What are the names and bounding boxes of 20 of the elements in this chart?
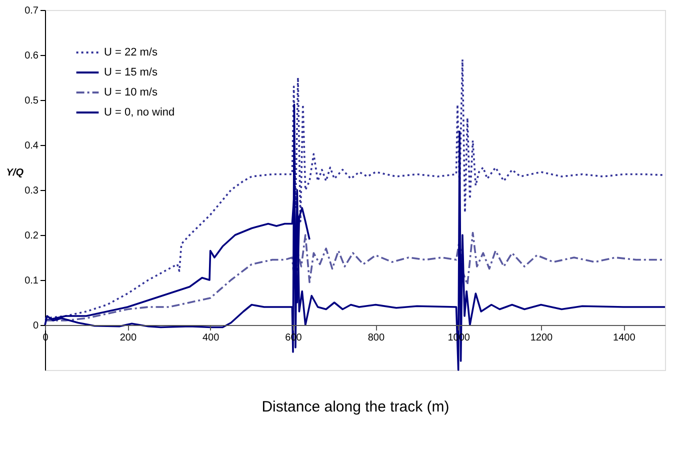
y-tick-label: 0.5 xyxy=(24,96,39,106)
y-tick-label: 0.3 xyxy=(24,186,39,196)
legend-label: U = 0, no wind xyxy=(104,106,175,118)
legend-label: U = 22 m/s xyxy=(104,46,158,58)
y-tick-label: 0.6 xyxy=(24,50,39,62)
x-tick-label: 1400 xyxy=(613,332,636,344)
line-series xyxy=(44,104,666,371)
x-tick-label: 800 xyxy=(368,332,385,344)
y-tick-label: 0.1 xyxy=(24,276,39,286)
y-tick-label: 0 xyxy=(32,320,39,332)
y-axis-title: Y/Q xyxy=(6,168,24,178)
legend-label: U = 15 m/s xyxy=(104,66,158,78)
x-tick-label: 200 xyxy=(120,332,137,344)
x-tick-label: 1200 xyxy=(530,332,554,344)
x-tick-label: 400 xyxy=(202,332,220,344)
y-tick-label: 0.4 xyxy=(24,140,39,152)
legend-label: U = 10 m/s xyxy=(104,86,158,98)
y-tick-label: 0.7 xyxy=(24,6,39,16)
y-tick-label: 0.2 xyxy=(24,230,39,242)
x-axis-title: Distance along the track (m) xyxy=(262,398,450,416)
